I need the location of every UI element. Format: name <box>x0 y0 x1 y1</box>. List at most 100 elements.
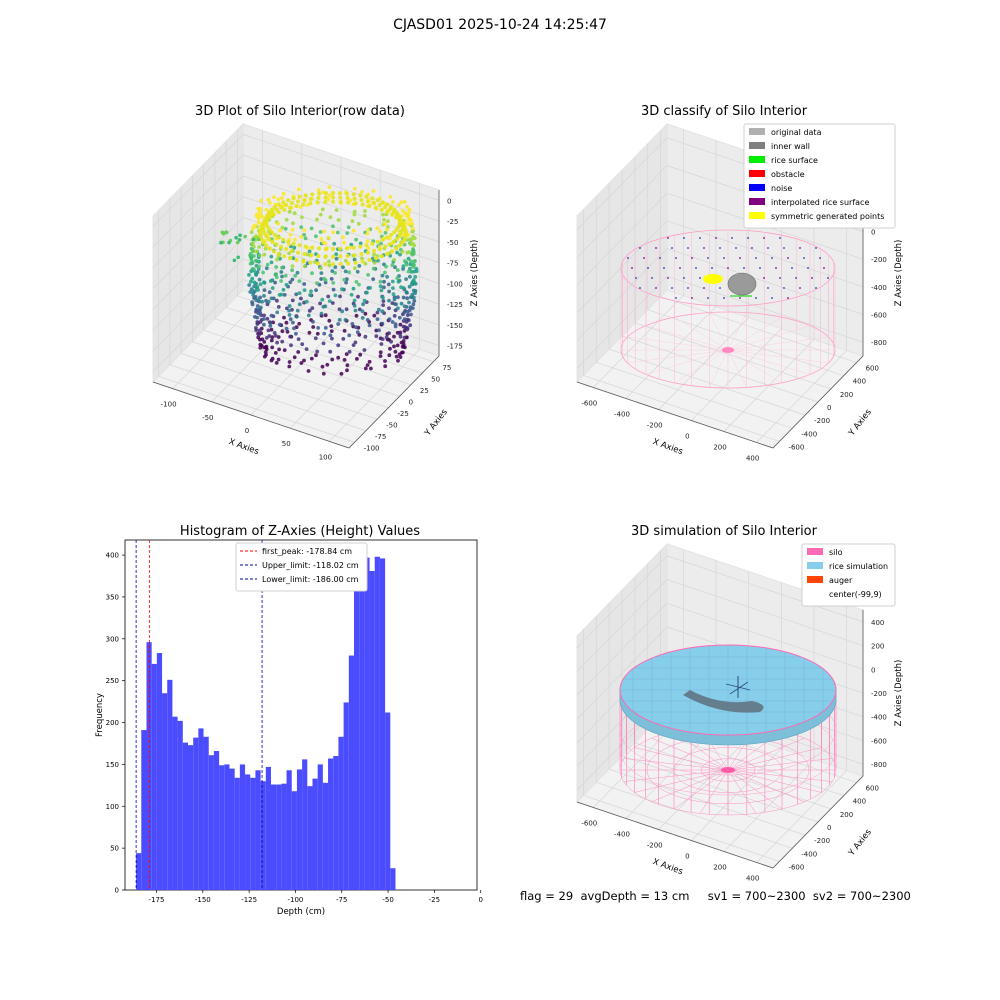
y-tick-label: -50 <box>386 421 397 429</box>
point <box>327 259 331 264</box>
point <box>309 226 314 231</box>
silo-wire <box>727 325 811 351</box>
point <box>284 320 289 325</box>
point <box>402 335 407 340</box>
point <box>338 261 343 267</box>
point <box>767 247 769 249</box>
point <box>358 352 363 357</box>
point <box>369 366 373 371</box>
point <box>383 270 387 275</box>
point <box>259 198 263 203</box>
point <box>287 304 292 308</box>
point <box>409 312 413 317</box>
point <box>320 207 325 212</box>
point <box>270 335 275 339</box>
histogram-bar <box>374 556 380 890</box>
point <box>411 278 416 282</box>
point <box>336 322 341 326</box>
point <box>258 320 263 324</box>
point <box>265 262 270 267</box>
point <box>377 246 382 252</box>
point <box>282 315 286 320</box>
point <box>352 303 357 308</box>
point <box>381 295 385 300</box>
z-axis-label: Z Axies (Depth) <box>894 660 904 727</box>
x-tick-label: -200 <box>647 842 663 850</box>
point <box>274 361 279 365</box>
point <box>411 226 415 231</box>
point <box>321 304 326 309</box>
point <box>375 317 380 321</box>
point <box>350 322 355 326</box>
point <box>338 195 343 200</box>
point <box>635 277 637 279</box>
x-axis-line <box>576 801 774 869</box>
histogram-bar <box>260 781 266 890</box>
point <box>663 267 665 269</box>
point <box>372 252 376 257</box>
grid-line <box>250 322 342 416</box>
point <box>380 273 385 278</box>
z-tick-label: 400 <box>871 619 884 627</box>
x-tick-label: -200 <box>647 422 663 430</box>
legend-swatch <box>807 576 823 583</box>
point <box>354 280 359 284</box>
point <box>331 287 336 292</box>
point <box>379 207 384 212</box>
point <box>353 201 358 206</box>
point <box>269 327 274 332</box>
point <box>281 191 286 196</box>
point <box>257 277 262 282</box>
point <box>295 199 301 204</box>
plot2-silo-wireframe <box>620 229 836 389</box>
plot1-axes: -100-50050100-100-75-50-2502550750-25-50… <box>152 122 480 461</box>
point <box>264 345 268 350</box>
z-tick-label: -400 <box>871 284 887 292</box>
x-tick-label: 50 <box>282 440 291 448</box>
point <box>321 371 326 376</box>
point <box>329 324 334 328</box>
grid-line <box>583 795 780 862</box>
side-pane <box>152 122 244 384</box>
point <box>330 254 336 259</box>
point <box>337 307 342 312</box>
histogram-bar <box>229 768 235 890</box>
grid-line <box>666 220 864 288</box>
point <box>703 247 705 249</box>
y-tick-label: -400 <box>801 430 817 438</box>
point <box>287 308 291 313</box>
x-tick-label: 0 <box>685 433 689 441</box>
legend-label: Lower_limit: -186.00 cm <box>262 575 359 584</box>
point <box>264 218 269 223</box>
point <box>292 326 296 331</box>
point <box>360 316 365 320</box>
point <box>294 292 299 297</box>
grid-line <box>634 742 831 810</box>
point <box>372 261 377 265</box>
point <box>372 248 377 253</box>
point <box>384 335 389 340</box>
point <box>303 244 308 249</box>
point <box>400 221 405 226</box>
y-tick-label: 50 <box>431 375 440 383</box>
point <box>747 237 749 239</box>
point <box>401 295 406 300</box>
point <box>251 237 256 242</box>
point <box>327 318 332 323</box>
point <box>360 309 365 314</box>
point <box>280 265 284 270</box>
point <box>386 282 391 287</box>
point <box>334 252 339 256</box>
point <box>675 297 677 299</box>
silo-wire <box>727 312 747 351</box>
silo-wire <box>674 316 729 351</box>
point <box>371 266 376 271</box>
point <box>397 315 402 320</box>
point <box>679 267 681 269</box>
point <box>368 286 372 290</box>
point <box>739 257 741 259</box>
point <box>404 262 409 267</box>
legend-swatch <box>749 128 765 135</box>
z-tick-label: -25 <box>447 218 458 226</box>
point <box>276 235 281 240</box>
